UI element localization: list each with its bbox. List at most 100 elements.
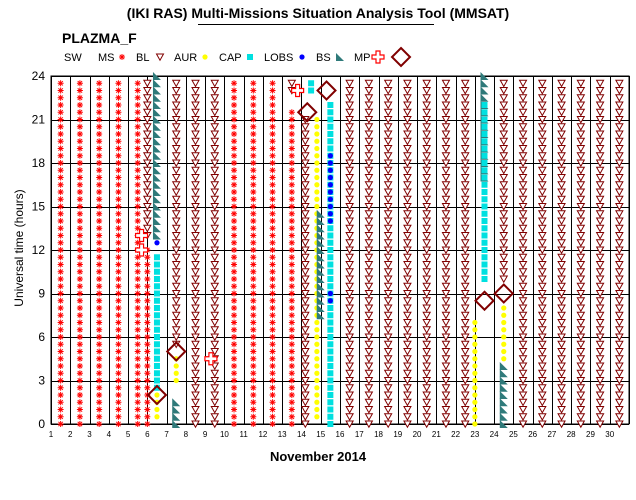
legend-symbol-lobs (299, 54, 305, 60)
point-bl (576, 181, 586, 189)
point-bl (576, 166, 586, 175)
point-ms (57, 102, 64, 108)
point-bl (499, 130, 509, 139)
point-bl (422, 319, 432, 327)
point-cap (327, 225, 334, 232)
point-ms (231, 109, 238, 116)
point-bl (171, 116, 181, 124)
point-cap (327, 283, 334, 290)
point-bl (557, 391, 566, 400)
point-bl (499, 224, 509, 233)
point-bl (171, 94, 181, 102)
point-bl (422, 398, 432, 407)
point-cap (153, 268, 160, 275)
point-bl (499, 152, 509, 160)
point-cap (481, 138, 488, 145)
point-bl (595, 290, 605, 298)
point-ms (76, 116, 83, 123)
point-bl (171, 319, 181, 327)
point-bl (518, 137, 528, 146)
point-aur (173, 377, 179, 384)
point-cap (327, 123, 334, 130)
point-lobs (327, 211, 333, 217)
point-bl (460, 152, 470, 160)
point-ms (288, 363, 295, 369)
point-bl (142, 181, 152, 189)
point-ms (57, 334, 64, 340)
point-bl (441, 130, 451, 139)
point-ms (288, 261, 295, 268)
point-bl (300, 355, 310, 363)
point-bl (191, 311, 200, 320)
point-ms (57, 160, 64, 166)
point-ms (231, 297, 238, 304)
point-bl (576, 290, 586, 298)
point-aur (314, 319, 320, 326)
point-cap (153, 334, 160, 340)
point-bl (499, 94, 509, 102)
point-bl (300, 217, 310, 226)
point-ms (231, 326, 238, 333)
point-ms (96, 334, 103, 340)
point-ms (288, 196, 295, 203)
point-ms (269, 276, 276, 282)
point-bl (576, 377, 586, 385)
point-aur (314, 327, 320, 333)
point-ms (57, 290, 64, 297)
point-bl (300, 123, 310, 131)
point-cap (327, 355, 334, 362)
point-cap (327, 232, 334, 239)
point-bl (615, 340, 624, 349)
point-ms (76, 297, 83, 304)
point-bl (403, 195, 412, 204)
point-bl (300, 319, 310, 327)
point-ms (288, 283, 295, 290)
point-bl (518, 239, 528, 247)
point-bl (191, 253, 200, 262)
point-bl (518, 188, 528, 197)
point-cap (327, 145, 334, 152)
point-bl (300, 261, 310, 269)
point-bl (364, 181, 374, 189)
point-bl (460, 188, 470, 197)
point-lobs (327, 196, 333, 202)
point-cap (481, 131, 488, 137)
point-ms (115, 377, 122, 384)
point-bl (595, 297, 605, 305)
point-bl (210, 123, 220, 131)
point-bl (537, 420, 547, 429)
point-bl (171, 253, 181, 262)
point-aur (472, 363, 478, 369)
x-tick-label: 20 (413, 430, 422, 439)
point-bl (422, 108, 432, 117)
point-ms (115, 203, 122, 210)
point-ms (57, 326, 64, 333)
point-bs (152, 180, 161, 189)
point-bl (422, 87, 432, 95)
point-cap (153, 326, 160, 333)
point-ms (134, 203, 141, 210)
x-tick-label: 6 (145, 430, 150, 439)
point-ms (231, 355, 238, 362)
point-bl (615, 333, 624, 342)
point-bl (499, 181, 509, 189)
point-bl (171, 282, 181, 291)
point-ms (57, 268, 64, 275)
point-ms (96, 87, 103, 94)
point-bl (595, 413, 605, 421)
point-bl (557, 282, 566, 291)
point-bs (152, 79, 161, 88)
point-bl (460, 137, 470, 146)
point-ms (57, 80, 64, 87)
point-ms (76, 181, 83, 188)
point-ms (250, 421, 257, 427)
point-ms (115, 312, 122, 319)
point-ms (96, 326, 103, 333)
point-aur (472, 341, 478, 347)
point-ms (250, 290, 257, 297)
point-ms (134, 167, 141, 174)
point-bl (499, 174, 509, 182)
point-bl (210, 333, 220, 342)
point-ms (288, 116, 295, 123)
